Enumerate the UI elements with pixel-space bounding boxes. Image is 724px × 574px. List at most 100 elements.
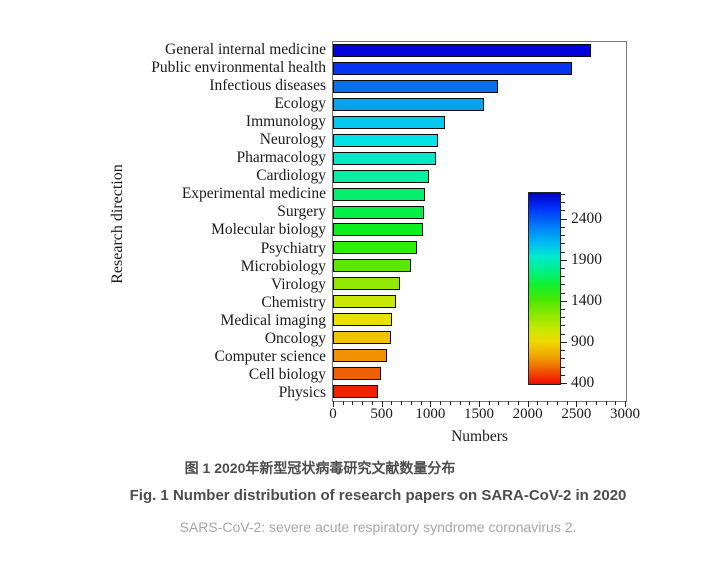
colorbar-minor-tick [561,292,565,294]
x-minor-tick [410,401,412,405]
x-major-tick [479,401,480,407]
x-minor-tick [371,401,373,405]
x-minor-tick [391,401,393,405]
x-minor-tick [547,401,549,405]
colorbar-minor-tick [561,226,565,228]
x-tick-label: 500 [370,406,393,422]
category-label: Physics [278,383,326,401]
category-label: Infectious diseases [209,77,326,95]
colorbar-major-tick [561,383,567,384]
x-minor-tick [488,401,490,405]
bar-immunology [333,116,445,130]
bar-ecology [333,98,484,112]
category-label: Neurology [259,131,326,149]
figure-footnote: SARS-CoV-2: severe acute respiratory syn… [179,519,577,535]
bar-psychiatry [333,241,417,255]
category-label: Ecology [274,95,326,113]
bar-oncology [333,330,392,344]
x-minor-tick [537,401,539,405]
colorbar-minor-tick [561,194,565,196]
x-axis-title: Numbers [451,428,508,445]
plot-area [332,41,627,402]
colorbar [528,192,561,385]
category-label: Experimental medicine [181,185,326,203]
bar-neurology [333,133,439,147]
x-major-tick [625,401,626,407]
x-minor-tick [401,401,403,405]
colorbar-minor-tick [561,202,565,204]
colorbar-minor-tick [561,276,565,278]
colorbar-tick-label: 400 [571,374,595,391]
category-label: Immunology [245,113,326,131]
colorbar-major-tick [561,259,567,261]
colorbar-minor-tick [561,366,565,368]
bar-surgery [333,205,425,219]
bar-pharmacology [333,151,437,165]
x-minor-tick [459,401,461,405]
category-label: General internal medicine [165,41,326,58]
x-minor-tick [508,401,510,405]
figure-caption-en: Fig. 1 Number distribution of research p… [129,487,627,504]
category-label: Psychiatry [260,239,326,257]
colorbar-minor-tick [561,333,565,335]
category-label: Cell biology [248,365,326,383]
x-major-tick [333,401,334,407]
x-minor-tick [517,401,519,405]
bar-public-environmental-health [333,62,573,76]
bar-molecular-biology [333,223,423,237]
bar-general-internal-medicine [333,44,591,58]
colorbar-minor-tick [561,251,565,253]
bar-physics [333,384,378,398]
x-minor-tick [440,401,442,405]
x-minor-tick [586,401,588,405]
colorbar-minor-tick [561,235,565,237]
x-tick-label: 1000 [415,406,446,422]
x-major-tick [381,401,383,407]
bar-infectious-diseases [333,80,499,94]
x-minor-tick [556,401,558,405]
x-minor-tick [605,401,607,405]
x-tick-label: 0 [329,406,337,422]
x-minor-tick [420,401,422,405]
colorbar-minor-tick [561,284,565,286]
colorbar-major-tick [561,341,567,343]
category-label: Pharmacology [236,149,326,167]
bar-medical-imaging [333,312,393,326]
category-label: Molecular biology [211,221,326,239]
x-minor-tick [566,401,568,405]
x-major-tick [527,401,529,407]
x-major-tick [430,401,432,407]
x-minor-tick [595,401,597,405]
colorbar-minor-tick [561,317,565,319]
bar-chemistry [333,295,397,309]
x-tick-label: 2500 [561,406,592,422]
colorbar-tick-label: 1400 [571,291,602,309]
colorbar-major-tick [561,218,567,220]
x-minor-tick [615,401,617,405]
bar-cell-biology [333,366,381,380]
bar-computer-science [333,348,387,362]
x-tick-label: 2000 [512,406,543,422]
colorbar-tick-label: 2400 [571,209,602,227]
category-label: Oncology [264,329,326,347]
category-label: Virology [270,275,326,293]
category-label: Medical imaging [220,311,326,329]
x-minor-tick [449,401,451,405]
y-axis-category-labels: General internal medicine Public environm… [0,41,326,402]
x-major-tick [576,401,578,407]
colorbar-minor-tick [561,350,565,352]
colorbar-minor-tick [561,210,565,212]
x-minor-tick [469,401,471,405]
colorbar-minor-tick [561,309,565,311]
x-tick-label: 1500 [464,406,494,422]
bar-cardiology [333,169,430,183]
x-minor-tick [352,401,354,405]
colorbar-tick-label: 900 [571,332,595,350]
x-minor-tick [342,401,344,405]
category-label: Surgery [277,203,326,221]
bar-microbiology [333,259,411,273]
category-label: Public environmental health [151,59,326,77]
colorbar-minor-tick [561,267,565,269]
bar-virology [333,277,401,291]
